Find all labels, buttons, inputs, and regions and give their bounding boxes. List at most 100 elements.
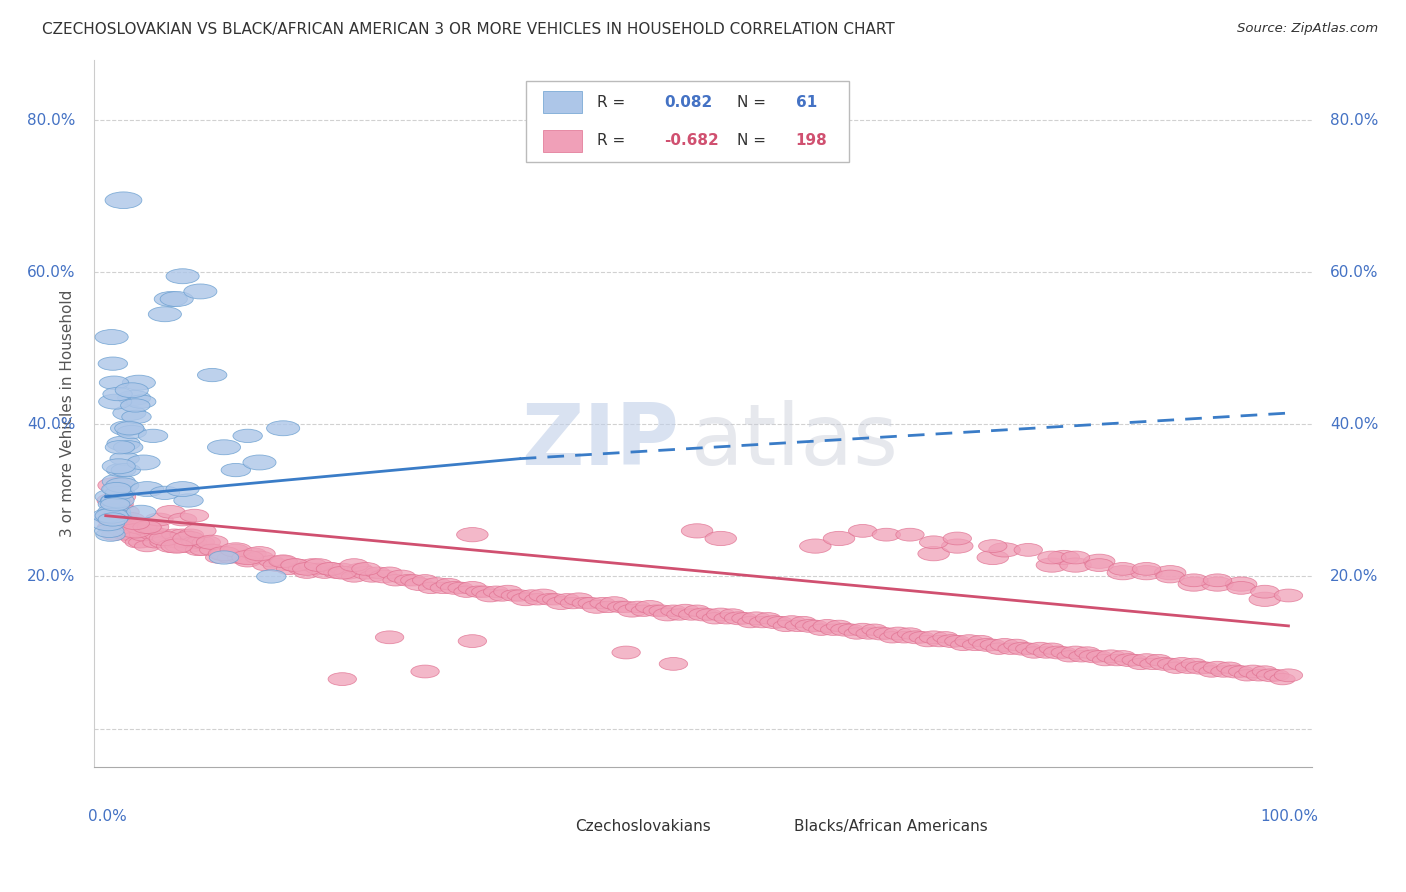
- Ellipse shape: [342, 571, 367, 582]
- Ellipse shape: [1216, 662, 1241, 673]
- Ellipse shape: [1164, 662, 1188, 673]
- Ellipse shape: [129, 528, 157, 541]
- Ellipse shape: [148, 307, 181, 322]
- Ellipse shape: [607, 601, 633, 613]
- Ellipse shape: [891, 632, 917, 643]
- Ellipse shape: [986, 643, 1011, 655]
- Ellipse shape: [97, 504, 131, 519]
- Ellipse shape: [458, 635, 486, 648]
- Y-axis label: 3 or more Vehicles in Household: 3 or more Vehicles in Household: [60, 289, 75, 537]
- Ellipse shape: [298, 558, 328, 572]
- Ellipse shape: [862, 624, 887, 635]
- Ellipse shape: [543, 593, 568, 605]
- Ellipse shape: [910, 632, 935, 643]
- Ellipse shape: [112, 521, 141, 533]
- Text: 198: 198: [796, 134, 827, 148]
- Ellipse shape: [96, 489, 128, 504]
- Ellipse shape: [115, 529, 141, 541]
- Ellipse shape: [1175, 662, 1201, 673]
- FancyBboxPatch shape: [526, 81, 849, 162]
- Ellipse shape: [98, 394, 132, 409]
- Ellipse shape: [143, 537, 169, 548]
- Ellipse shape: [1229, 665, 1254, 677]
- Ellipse shape: [186, 536, 215, 549]
- Ellipse shape: [901, 631, 931, 644]
- Ellipse shape: [650, 605, 675, 616]
- Ellipse shape: [1130, 566, 1163, 580]
- Ellipse shape: [328, 673, 357, 686]
- Ellipse shape: [352, 566, 380, 579]
- Ellipse shape: [969, 635, 994, 647]
- Ellipse shape: [519, 590, 544, 601]
- Ellipse shape: [105, 486, 135, 500]
- Ellipse shape: [578, 598, 603, 608]
- Ellipse shape: [927, 635, 952, 647]
- Ellipse shape: [1043, 646, 1071, 659]
- Ellipse shape: [166, 482, 200, 497]
- Ellipse shape: [292, 563, 321, 575]
- Ellipse shape: [193, 536, 221, 549]
- Ellipse shape: [759, 615, 789, 629]
- Ellipse shape: [430, 582, 456, 593]
- Ellipse shape: [179, 529, 204, 541]
- Ellipse shape: [1234, 670, 1260, 681]
- Ellipse shape: [572, 598, 598, 608]
- Ellipse shape: [803, 620, 828, 632]
- Ellipse shape: [117, 425, 146, 439]
- Ellipse shape: [679, 609, 704, 620]
- Ellipse shape: [1060, 558, 1091, 572]
- Ellipse shape: [111, 421, 143, 435]
- Ellipse shape: [484, 586, 509, 598]
- Ellipse shape: [785, 620, 810, 632]
- Text: Czechoslovakians: Czechoslovakians: [575, 819, 710, 834]
- Ellipse shape: [97, 514, 122, 525]
- Ellipse shape: [880, 632, 905, 643]
- Ellipse shape: [626, 601, 651, 613]
- Ellipse shape: [107, 517, 132, 529]
- Ellipse shape: [731, 613, 756, 624]
- Ellipse shape: [111, 464, 141, 476]
- Ellipse shape: [115, 422, 143, 435]
- Ellipse shape: [990, 639, 1019, 651]
- Ellipse shape: [636, 600, 664, 614]
- Ellipse shape: [768, 616, 793, 628]
- Ellipse shape: [96, 528, 125, 541]
- Ellipse shape: [125, 520, 157, 534]
- Ellipse shape: [103, 458, 135, 474]
- Ellipse shape: [165, 540, 193, 552]
- Ellipse shape: [173, 532, 204, 546]
- Ellipse shape: [1109, 563, 1137, 575]
- Ellipse shape: [120, 524, 150, 538]
- Ellipse shape: [1146, 655, 1171, 665]
- Ellipse shape: [1078, 650, 1108, 663]
- Ellipse shape: [529, 589, 558, 602]
- Ellipse shape: [277, 563, 302, 574]
- Text: ZIP: ZIP: [520, 400, 679, 483]
- Ellipse shape: [122, 376, 156, 390]
- Text: R =: R =: [598, 134, 630, 148]
- Ellipse shape: [955, 635, 983, 648]
- Ellipse shape: [873, 628, 898, 640]
- Ellipse shape: [714, 613, 740, 624]
- Ellipse shape: [1150, 657, 1178, 670]
- Ellipse shape: [643, 605, 668, 616]
- Ellipse shape: [1185, 661, 1213, 674]
- Ellipse shape: [1239, 665, 1267, 678]
- Ellipse shape: [1115, 654, 1143, 666]
- Ellipse shape: [162, 529, 187, 541]
- Ellipse shape: [738, 616, 763, 628]
- Ellipse shape: [209, 551, 239, 564]
- Text: atlas: atlas: [690, 400, 898, 483]
- Ellipse shape: [105, 192, 142, 209]
- Ellipse shape: [243, 455, 276, 470]
- Ellipse shape: [1154, 566, 1185, 580]
- Ellipse shape: [104, 517, 129, 529]
- Ellipse shape: [165, 537, 190, 548]
- Ellipse shape: [613, 601, 638, 613]
- Ellipse shape: [1220, 665, 1250, 678]
- Ellipse shape: [281, 558, 309, 572]
- Ellipse shape: [103, 483, 132, 496]
- Ellipse shape: [454, 586, 479, 598]
- Ellipse shape: [1052, 647, 1077, 658]
- Ellipse shape: [1069, 650, 1094, 662]
